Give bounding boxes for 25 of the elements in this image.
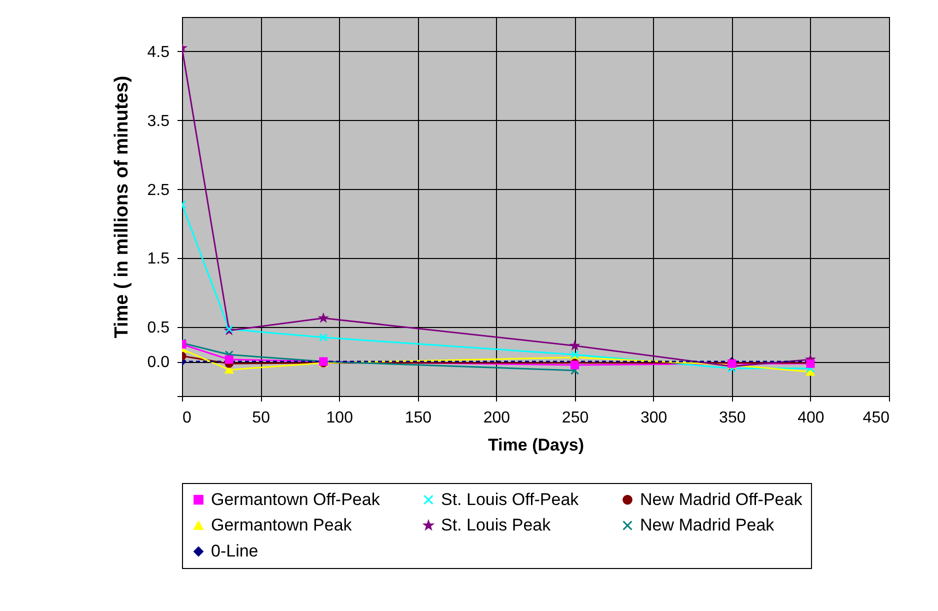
x-tick-label: 50 [252,410,270,426]
y-tick-label: 1.5 [147,250,170,268]
x-tick-label: 250 [562,410,589,426]
legend-label: New Madrid Peak [640,516,775,534]
y-tick-label: 0.0 [147,354,170,372]
x-tick-label: 350 [719,410,746,426]
x-tick-label: 300 [640,410,668,426]
y-tick-label: 3.5 [147,112,170,130]
y-tick-label: 4.5 [147,44,170,61]
y-axis-title: Time ( in millions of minutes) [111,76,132,338]
legend-label: St. Louis Off-Peak [441,490,580,509]
x-tick-label: 100 [326,410,354,426]
legend-label: Germantown Peak [211,516,352,534]
y-tick-label: 2.5 [147,182,170,199]
y-tick-label: 0.5 [147,320,170,337]
x-tick-label: 400 [798,410,824,426]
x-tick-label: 200 [483,410,510,426]
x-axis-title: Time (Days) [488,436,584,454]
legend-label: Germantown Off-Peak [211,490,380,509]
x-tick-label: 0 [182,410,192,426]
legend-label: New Madrid Off-Peak [640,490,803,509]
legend-label: 0-Line [211,542,258,560]
legend-label: St. Louis Peak [441,516,552,534]
x-tick-label: 150 [404,410,432,426]
x-tick-label: 450 [862,410,890,426]
